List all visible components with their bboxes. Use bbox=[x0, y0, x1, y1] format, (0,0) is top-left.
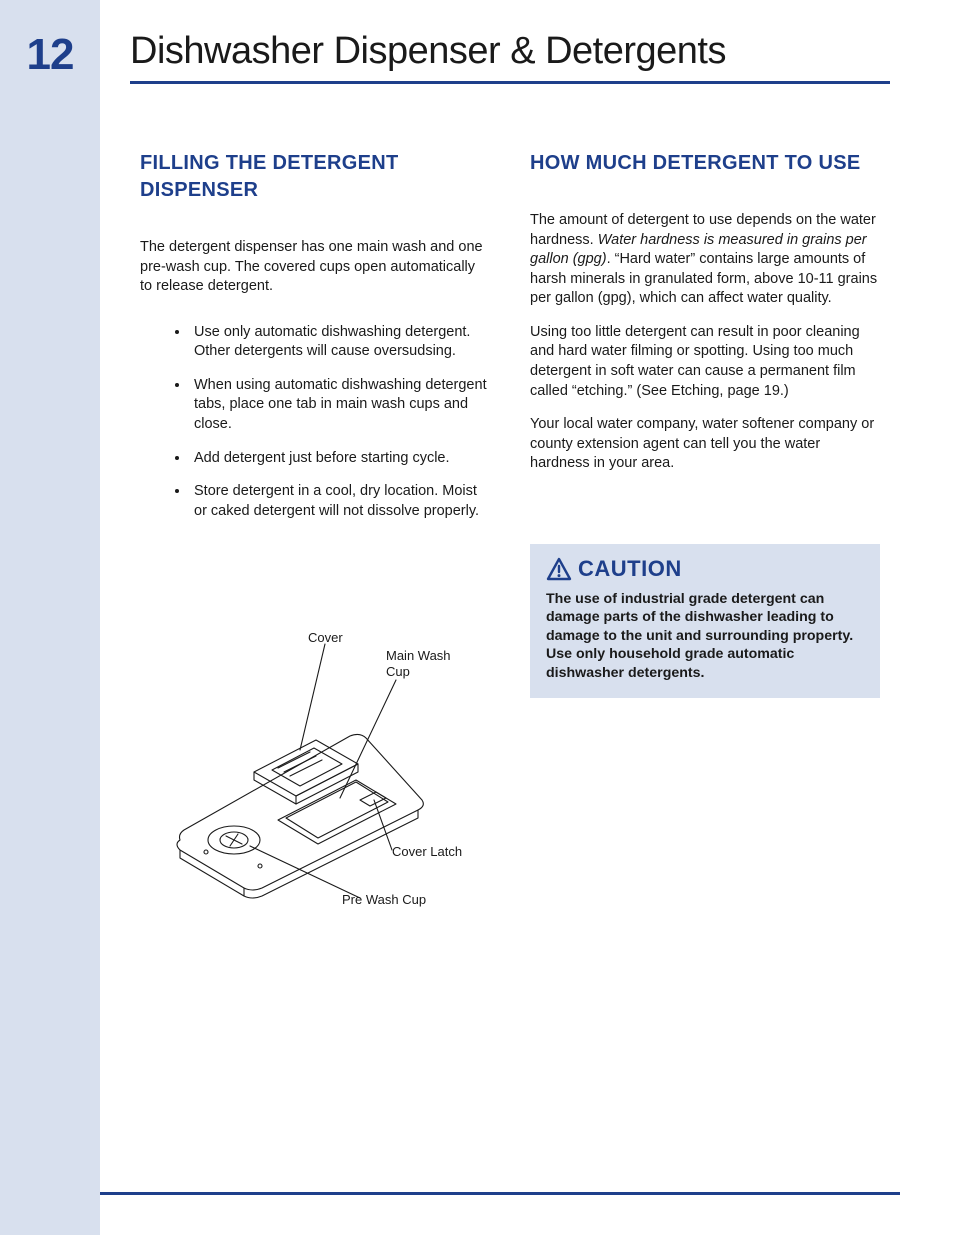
left-column: FILLING THE DETERGENT DISPENSER The dete… bbox=[140, 150, 490, 698]
right-p2: Using too little detergent can result in… bbox=[530, 323, 880, 401]
title-rule bbox=[130, 81, 890, 84]
diagram-label-pre-wash-cup: Pre Wash Cup bbox=[342, 892, 426, 907]
title-block: Dishwasher Dispenser & Detergents bbox=[130, 30, 890, 84]
list-item: Store detergent in a cool, dry location.… bbox=[190, 482, 490, 521]
list-item: Add detergent just before starting cycle… bbox=[190, 449, 490, 469]
list-item: Use only automatic dishwashing detergent… bbox=[190, 323, 490, 362]
diagram-label-cover: Cover bbox=[308, 630, 343, 645]
left-sidebar bbox=[0, 0, 100, 1235]
caution-box: CAUTION The use of industrial grade dete… bbox=[530, 544, 880, 698]
right-p1: The amount of detergent to use depends o… bbox=[530, 211, 880, 309]
caution-text: The use of industrial grade detergent ca… bbox=[546, 590, 864, 682]
left-intro: The detergent dispenser has one main was… bbox=[140, 238, 490, 297]
bullet-list: Use only automatic dishwashing detergent… bbox=[140, 323, 490, 522]
right-heading: HOW MUCH DETERGENT TO USE bbox=[530, 150, 880, 177]
diagram-label-cover-latch: Cover Latch bbox=[392, 844, 462, 859]
caution-label: CAUTION bbox=[578, 556, 682, 582]
right-p3: Your local water company, water softener… bbox=[530, 415, 880, 474]
warning-icon bbox=[546, 557, 572, 581]
bottom-rule bbox=[100, 1192, 900, 1195]
content-columns: FILLING THE DETERGENT DISPENSER The dete… bbox=[140, 150, 880, 698]
dispenser-diagram: Cover Main Wash Cup Cover Latch Pre Wash… bbox=[160, 630, 500, 950]
diagram-label-main-wash-cup: Main Wash Cup bbox=[386, 648, 466, 679]
left-heading: FILLING THE DETERGENT DISPENSER bbox=[140, 150, 490, 204]
list-item: When using automatic dishwashing deterge… bbox=[190, 376, 490, 435]
right-column: HOW MUCH DETERGENT TO USE The amount of … bbox=[530, 150, 880, 698]
caution-header: CAUTION bbox=[546, 556, 864, 582]
page-title: Dishwasher Dispenser & Detergents bbox=[130, 30, 890, 81]
page-number: 12 bbox=[0, 30, 100, 80]
